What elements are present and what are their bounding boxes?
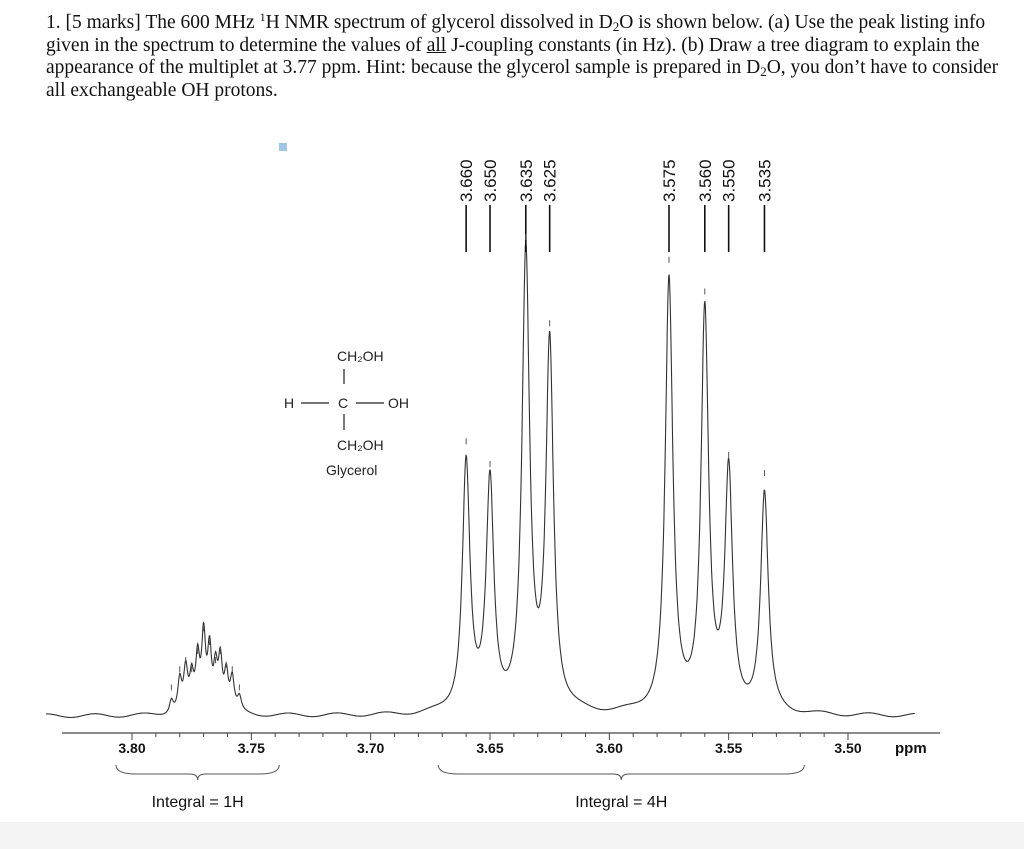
- peak-marks: [170, 234, 765, 691]
- peak-label: 3.560: [696, 159, 715, 202]
- question-text-part: J-coupling constants (in Hz). (b) Draw a…: [46, 34, 980, 79]
- x-axis-ticks: [131, 733, 849, 740]
- x-axis-unit-label: ppm: [895, 740, 927, 757]
- question-number: 1.: [46, 12, 61, 33]
- page-bottom-strip: [0, 822, 1024, 849]
- integral-label: Integral = 1H: [152, 794, 244, 811]
- question-text-part: The 600 MHz: [145, 12, 255, 33]
- structure-bottom-group: CH₂OH: [337, 437, 384, 453]
- peak-label: 3.635: [517, 159, 536, 202]
- integral-brace: [115, 764, 280, 781]
- integrals: Integral = 1H Integral = 4H: [115, 764, 805, 811]
- x-tick-label: 3.75: [238, 740, 265, 756]
- structure-top-group: CH₂OH: [337, 348, 384, 364]
- x-tick-label: 3.50: [834, 740, 861, 756]
- peak-label: 3.535: [755, 159, 774, 202]
- integral-brace: [437, 764, 805, 781]
- underlined-word: all: [426, 34, 447, 56]
- peak-label: 3.550: [720, 159, 739, 202]
- peak-label: 3.660: [457, 159, 476, 202]
- peak-labels: 3.660 3.650 3.635 3.625 3.575 3.560 3.550 3.535: [457, 159, 774, 252]
- integral-label: Integral = 4H: [575, 794, 667, 811]
- question-marks: [5 marks]: [65, 12, 141, 33]
- glycerol-structure: CH₂OH H C OH CH₂OH Glycerol: [284, 348, 409, 478]
- selection-marker: [279, 143, 287, 151]
- x-axis-tick-labels: 3.80 3.75 3.70 3.65 3.60 3.55 3.50: [118, 740, 861, 756]
- peak-label: 3.650: [481, 159, 500, 202]
- question-text-part: O is shown below. (a) Use the peak listi…: [46, 12, 986, 56]
- x-tick-label: 3.65: [476, 740, 503, 756]
- x-tick-label: 3.70: [357, 740, 384, 756]
- peak-label: 3.625: [541, 159, 560, 202]
- x-tick-label: 3.55: [715, 740, 742, 756]
- subscript: 2: [760, 64, 767, 79]
- subscript: 2: [612, 19, 620, 34]
- structure-name: Glycerol: [326, 462, 377, 478]
- spectrum-trace: [46, 241, 915, 719]
- structure-h-atom: H: [284, 395, 294, 411]
- question-text-part: H NMR spectrum of glycerol dissolved in …: [265, 12, 613, 33]
- x-tick-label: 3.80: [118, 740, 145, 756]
- peak-label: 3.575: [660, 159, 679, 202]
- question-text-part: O, you don’t have to consider all exchan…: [46, 57, 999, 101]
- structure-oh-group: OH: [388, 395, 409, 411]
- question-text: 1. [5 marks] The 600 MHz 1H NMR spectrum…: [46, 10, 1006, 102]
- isotope-mass: 1: [259, 10, 266, 24]
- x-tick-label: 3.60: [596, 740, 623, 756]
- structure-c-atom: C: [338, 395, 348, 411]
